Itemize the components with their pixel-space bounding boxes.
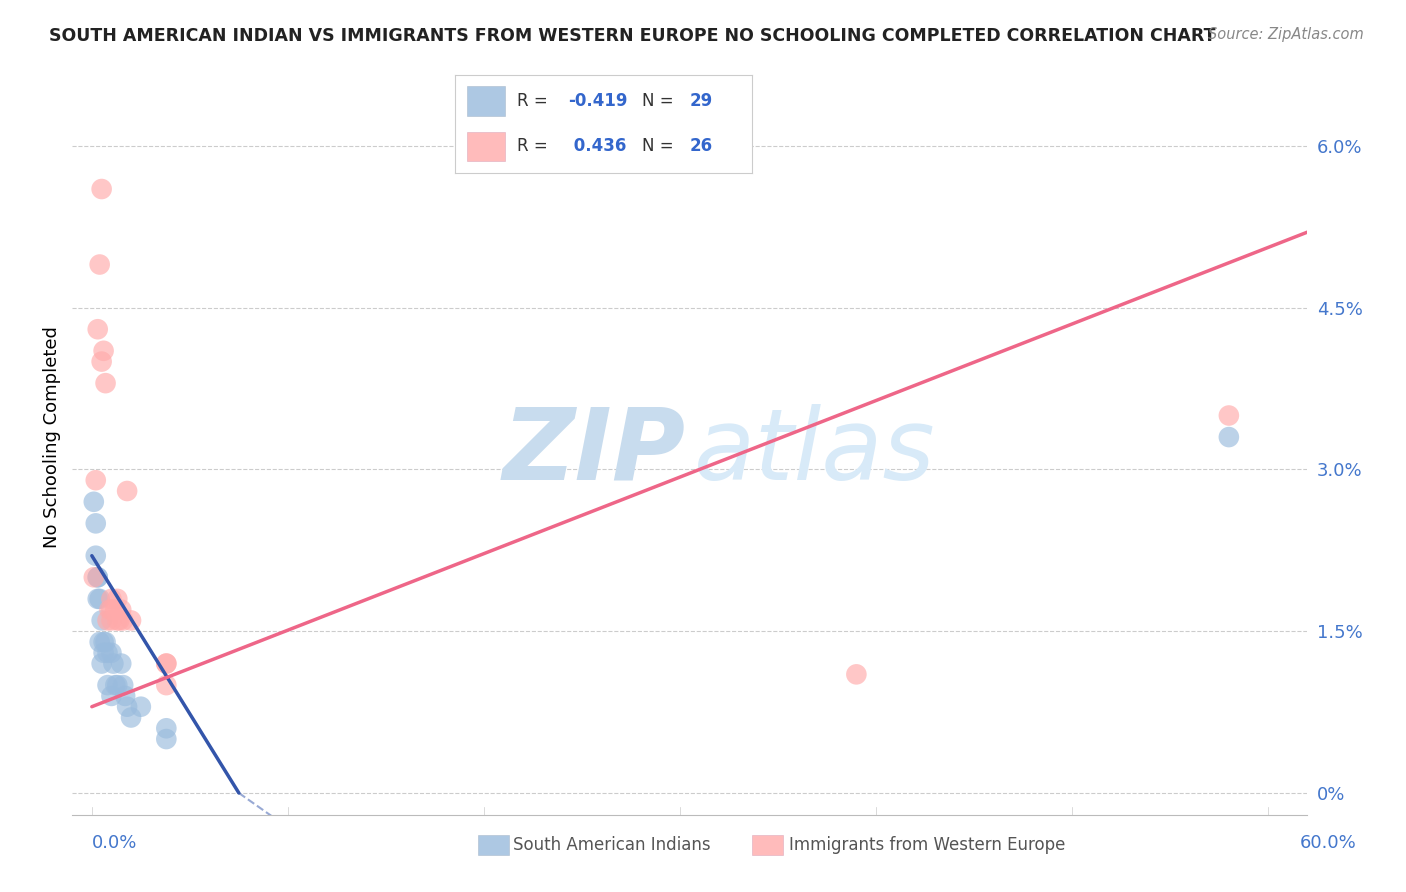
Point — [84, 516, 107, 531]
Text: ZIP: ZIP — [503, 404, 686, 500]
Point — [89, 635, 111, 649]
Text: South American Indians: South American Indians — [513, 836, 711, 854]
Point — [100, 602, 122, 616]
Point — [104, 602, 127, 616]
Point — [90, 182, 112, 196]
Text: SOUTH AMERICAN INDIAN VS IMMIGRANTS FROM WESTERN EUROPE NO SCHOOLING COMPLETED C: SOUTH AMERICAN INDIAN VS IMMIGRANTS FROM… — [49, 27, 1216, 45]
Point — [94, 635, 117, 649]
Point — [112, 614, 135, 628]
Point — [845, 667, 868, 681]
Point — [93, 646, 115, 660]
Point — [155, 657, 177, 671]
Point — [1218, 409, 1240, 423]
Point — [89, 591, 111, 606]
Point — [112, 678, 135, 692]
Point — [129, 699, 152, 714]
Point — [93, 635, 115, 649]
Point — [114, 689, 136, 703]
Point — [120, 614, 142, 628]
Point — [86, 570, 108, 584]
Point — [100, 646, 122, 660]
Point — [120, 710, 142, 724]
Point — [86, 322, 108, 336]
Point — [115, 483, 138, 498]
Point — [103, 657, 125, 671]
Text: 0.0%: 0.0% — [91, 834, 136, 852]
Point — [100, 689, 122, 703]
Point — [105, 678, 128, 692]
Point — [86, 591, 108, 606]
Y-axis label: No Schooling Completed: No Schooling Completed — [44, 326, 60, 548]
Point — [108, 614, 131, 628]
Point — [96, 614, 118, 628]
Point — [105, 591, 128, 606]
Point — [90, 614, 112, 628]
Point — [90, 354, 112, 368]
Point — [86, 570, 108, 584]
Text: Immigrants from Western Europe: Immigrants from Western Europe — [789, 836, 1066, 854]
Point — [100, 614, 122, 628]
Point — [96, 678, 118, 692]
Point — [110, 657, 132, 671]
Point — [1218, 430, 1240, 444]
Point — [155, 732, 177, 747]
Point — [93, 343, 115, 358]
Text: atlas: atlas — [693, 404, 935, 500]
Point — [96, 646, 118, 660]
Point — [84, 549, 107, 563]
Point — [155, 721, 177, 735]
Point — [83, 495, 105, 509]
Text: Source: ZipAtlas.com: Source: ZipAtlas.com — [1208, 27, 1364, 42]
Point — [83, 570, 105, 584]
Point — [104, 678, 127, 692]
Point — [94, 376, 117, 391]
Point — [155, 657, 177, 671]
Point — [89, 258, 111, 272]
Point — [155, 678, 177, 692]
Point — [100, 591, 122, 606]
Point — [105, 614, 128, 628]
Point — [98, 602, 121, 616]
Point — [84, 473, 107, 487]
Point — [110, 602, 132, 616]
Point — [90, 657, 112, 671]
Text: 60.0%: 60.0% — [1301, 834, 1357, 852]
Point — [115, 699, 138, 714]
